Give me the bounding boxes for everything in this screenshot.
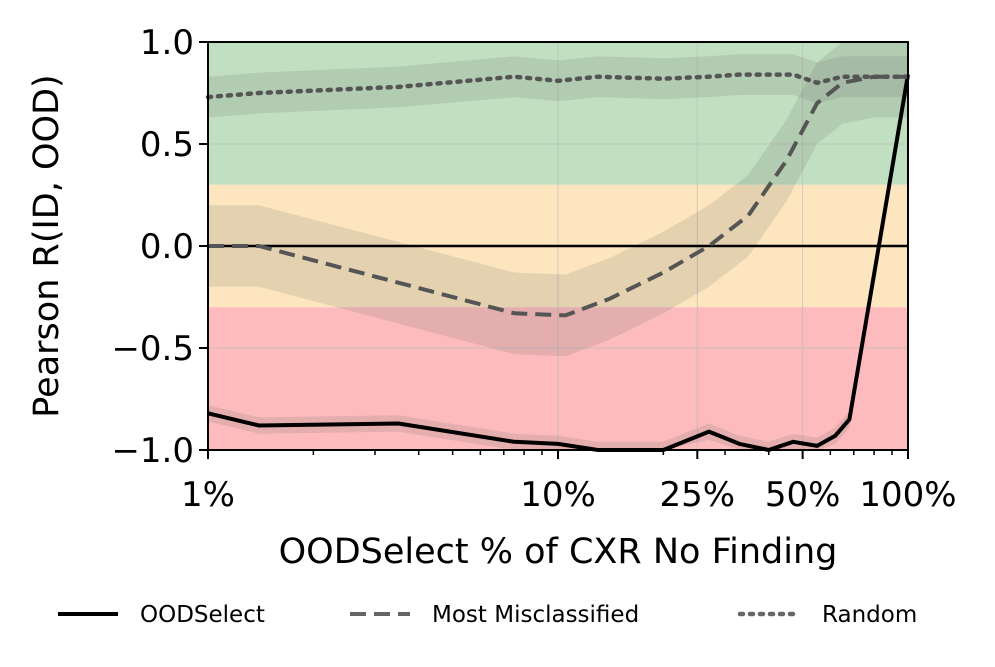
y-axis-ticks: 1.0 0.5 0.0 −0.5 −1.0 — [111, 23, 208, 471]
x-tick-label: 10% — [520, 475, 596, 515]
legend: OODSelect Most Misclassified Random — [58, 602, 917, 628]
legend-label-random: Random — [822, 602, 917, 628]
series-band-random — [208, 54, 908, 118]
x-tick-label: 100% — [859, 475, 956, 515]
series-line-most-misclassified — [208, 74, 908, 318]
x-tick-label: 1% — [181, 475, 235, 515]
legend-label-most-misclassified: Most Misclassified — [432, 602, 639, 628]
series-lines — [205, 72, 911, 452]
legend-label-oodselect: OODSelect — [140, 602, 265, 628]
x-axis-ticks: 1% 10% 25% 50% 100% — [181, 450, 957, 515]
y-tick-label: 0.0 — [140, 227, 194, 267]
y-tick-label: −0.5 — [111, 329, 194, 369]
series-line-random — [205, 72, 911, 100]
x-tick-label: 25% — [659, 475, 735, 515]
y-tick-label: 0.5 — [140, 125, 194, 165]
x-tick-label: 50% — [765, 475, 841, 515]
y-tick-label: 1.0 — [140, 23, 194, 63]
y-axis-label: Pearson R(ID, OOD) — [27, 74, 67, 417]
x-axis-label: OODSelect % of CXR No Finding — [279, 532, 838, 572]
y-tick-label: −1.0 — [111, 431, 194, 471]
series-line-oodselect — [207, 74, 910, 452]
